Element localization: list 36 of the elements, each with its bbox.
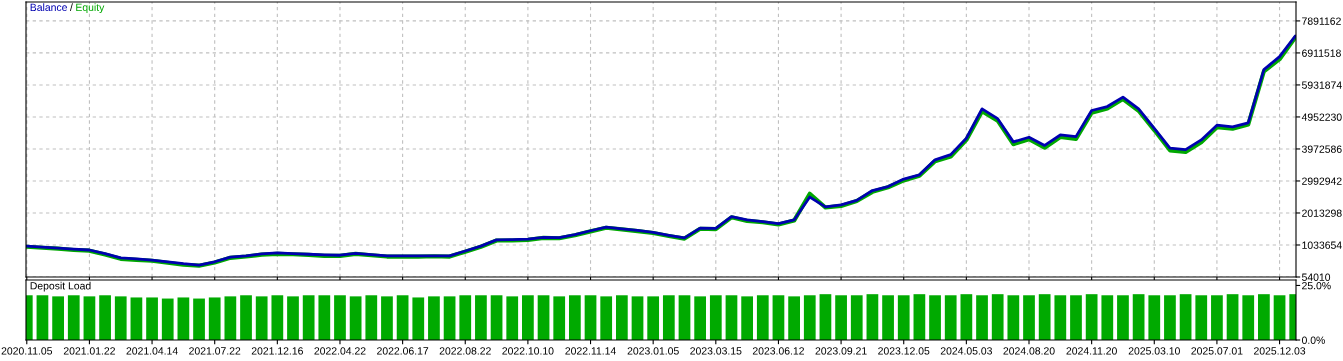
y-tick-label: 4952230 bbox=[1301, 113, 1342, 121]
x-tick-label: 2024.11.20 bbox=[1066, 347, 1117, 355]
y-tick-label: 25.0% bbox=[1302, 281, 1331, 290]
x-tick-label: 2021.12.16 bbox=[251, 347, 303, 355]
x-tick-label: 2021.07.22 bbox=[189, 347, 241, 355]
x-tick-label: 2021.04.14 bbox=[126, 347, 178, 355]
x-tick-label: 2025.12.03 bbox=[1254, 347, 1306, 355]
text: Balance bbox=[30, 3, 67, 12]
y-tick-label: 7891162 bbox=[1302, 17, 1341, 25]
x-tick-label: 2022.06.17 bbox=[377, 347, 429, 355]
y-tick-label: 54010 bbox=[1301, 273, 1331, 281]
y-tick-label: 1033654 bbox=[1302, 241, 1342, 249]
x-tick-label: 2024.05.03 bbox=[940, 347, 992, 355]
y-tick-label: 5931874 bbox=[1301, 81, 1342, 89]
x-tick-label: 2023.01.05 bbox=[627, 347, 679, 355]
text: Equity bbox=[76, 3, 105, 14]
x-tick-label: 2020.11.05 bbox=[1, 347, 53, 355]
annotation: / bbox=[69, 3, 73, 12]
x-tick-label: 2023.03.15 bbox=[690, 347, 742, 355]
y-tick-label: 0.0% bbox=[1301, 336, 1325, 344]
x-tick-label: 2023.06.12 bbox=[752, 347, 804, 355]
chart-title: Deposit Load bbox=[30, 281, 91, 292]
x-tick-label: 2021.01.22 bbox=[63, 347, 115, 355]
x-tick-label: 2024.08.20 bbox=[1003, 347, 1055, 355]
y-tick-label: 2013298 bbox=[1302, 209, 1342, 217]
x-tick-label: 2022.08.22 bbox=[439, 347, 491, 355]
x-tick-label: 2023.09.21 bbox=[815, 347, 867, 355]
y-tick-label: 3972586 bbox=[1301, 145, 1342, 153]
x-tick-label: 2025.07.01 bbox=[1191, 347, 1243, 355]
y-tick-label: 6911518 bbox=[1302, 49, 1341, 57]
x-tick-label: 2022.04.22 bbox=[314, 347, 366, 355]
y-tick-label: 2992942 bbox=[1302, 177, 1342, 185]
x-tick-label: 2022.11.14 bbox=[565, 347, 616, 355]
x-tick-label: 2023.12.05 bbox=[878, 347, 930, 355]
x-tick-label: 2022.10.10 bbox=[502, 347, 554, 355]
x-tick-label: 2025.03.10 bbox=[1128, 347, 1180, 355]
